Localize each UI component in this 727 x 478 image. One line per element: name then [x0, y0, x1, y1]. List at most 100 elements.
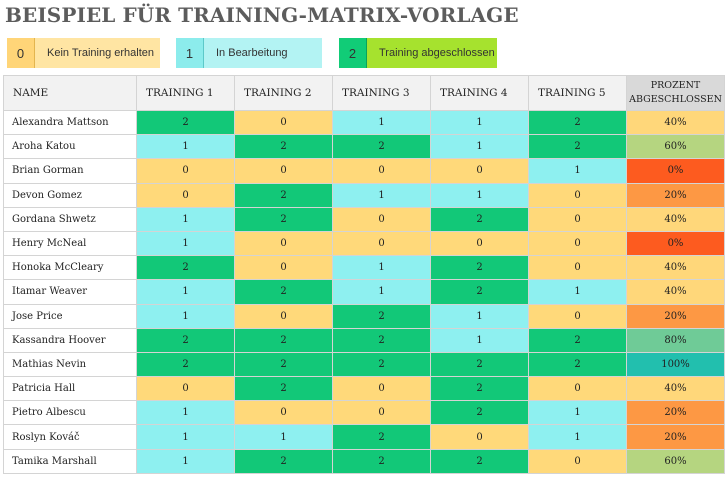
cell-employee-name[interactable]: Mathias Nevin: [3, 351, 137, 378]
cell-training-4[interactable]: 2: [430, 448, 529, 474]
cell-training-5[interactable]: 0: [528, 206, 627, 232]
column-header-name[interactable]: NAME: [3, 75, 137, 111]
column-header-training-4[interactable]: TRAINING 4: [430, 75, 529, 111]
cell-employee-name[interactable]: Itamar Weaver: [3, 279, 137, 305]
cell-percent-completed[interactable]: 40%: [626, 255, 725, 281]
cell-percent-completed[interactable]: 20%: [626, 182, 725, 208]
cell-employee-name[interactable]: Brian Gorman: [3, 158, 137, 184]
cell-training-2[interactable]: 2: [234, 206, 333, 232]
cell-training-4[interactable]: 1: [430, 327, 529, 353]
cell-training-1[interactable]: 1: [136, 206, 235, 232]
cell-training-2[interactable]: 1: [234, 424, 333, 450]
cell-training-3[interactable]: 1: [332, 182, 431, 208]
cell-employee-name[interactable]: Roslyn Kováč: [3, 424, 137, 450]
cell-training-2[interactable]: 0: [234, 400, 333, 426]
cell-training-3[interactable]: 2: [332, 424, 431, 450]
cell-training-5[interactable]: 2: [528, 327, 627, 353]
cell-training-4[interactable]: 2: [430, 376, 529, 402]
cell-training-3[interactable]: 2: [332, 303, 431, 329]
cell-training-4[interactable]: 2: [430, 400, 529, 426]
cell-employee-name[interactable]: Patricia Hall: [3, 376, 137, 402]
cell-training-1[interactable]: 2: [136, 255, 235, 281]
cell-training-1[interactable]: 1: [136, 134, 235, 160]
cell-training-5[interactable]: 1: [528, 279, 627, 305]
cell-training-1[interactable]: 2: [136, 327, 235, 353]
cell-employee-name[interactable]: Gordana Shwetz: [3, 206, 137, 232]
cell-training-1[interactable]: 0: [136, 182, 235, 208]
cell-training-1[interactable]: 1: [136, 448, 235, 474]
column-header-training-2[interactable]: TRAINING 2: [234, 75, 333, 111]
cell-training-3[interactable]: 1: [332, 255, 431, 281]
cell-training-3[interactable]: 0: [332, 206, 431, 232]
cell-training-5[interactable]: 1: [528, 424, 627, 450]
cell-training-5[interactable]: 0: [528, 376, 627, 402]
column-header-training-1[interactable]: TRAINING 1: [136, 75, 235, 111]
cell-training-5[interactable]: 1: [528, 400, 627, 426]
cell-percent-completed[interactable]: 100%: [626, 351, 725, 378]
cell-training-3[interactable]: 2: [332, 134, 431, 160]
cell-training-5[interactable]: 0: [528, 182, 627, 208]
column-header-percent-completed[interactable]: PROZENT ABGESCHLOSSEN: [626, 75, 725, 111]
cell-training-2[interactable]: 2: [234, 279, 333, 305]
cell-training-2[interactable]: 0: [234, 109, 333, 136]
cell-training-5[interactable]: 2: [528, 351, 627, 378]
cell-training-4[interactable]: 1: [430, 303, 529, 329]
cell-training-3[interactable]: 0: [332, 230, 431, 257]
cell-training-2[interactable]: 0: [234, 303, 333, 329]
cell-training-5[interactable]: 0: [528, 303, 627, 329]
cell-percent-completed[interactable]: 40%: [626, 279, 725, 305]
cell-percent-completed[interactable]: 40%: [626, 206, 725, 232]
cell-training-1[interactable]: 1: [136, 424, 235, 450]
cell-training-1[interactable]: 0: [136, 376, 235, 402]
cell-employee-name[interactable]: Pietro Albescu: [3, 400, 137, 426]
cell-employee-name[interactable]: Aroha Katou: [3, 134, 137, 160]
cell-training-1[interactable]: 1: [136, 230, 235, 257]
column-header-training-3[interactable]: TRAINING 3: [332, 75, 431, 111]
cell-training-3[interactable]: 2: [332, 448, 431, 474]
cell-percent-completed[interactable]: 40%: [626, 376, 725, 402]
cell-training-5[interactable]: 2: [528, 109, 627, 136]
cell-training-2[interactable]: 0: [234, 158, 333, 184]
cell-training-3[interactable]: 0: [332, 376, 431, 402]
cell-training-3[interactable]: 1: [332, 279, 431, 305]
cell-training-2[interactable]: 2: [234, 134, 333, 160]
cell-training-5[interactable]: 2: [528, 134, 627, 160]
cell-percent-completed[interactable]: 0%: [626, 230, 725, 257]
cell-training-1[interactable]: 1: [136, 400, 235, 426]
cell-training-1[interactable]: 2: [136, 109, 235, 136]
cell-training-1[interactable]: 1: [136, 279, 235, 305]
cell-training-3[interactable]: 2: [332, 327, 431, 353]
column-header-training-5[interactable]: TRAINING 5: [528, 75, 627, 111]
cell-training-5[interactable]: 0: [528, 448, 627, 474]
cell-percent-completed[interactable]: 20%: [626, 424, 725, 450]
cell-employee-name[interactable]: Henry McNeal: [3, 230, 137, 257]
cell-employee-name[interactable]: Jose Price: [3, 303, 137, 329]
cell-employee-name[interactable]: Alexandra Mattson: [3, 109, 137, 136]
cell-training-3[interactable]: 0: [332, 400, 431, 426]
cell-training-4[interactable]: 2: [430, 351, 529, 378]
cell-training-5[interactable]: 1: [528, 158, 627, 184]
cell-percent-completed[interactable]: 60%: [626, 448, 725, 474]
cell-percent-completed[interactable]: 20%: [626, 303, 725, 329]
cell-training-4[interactable]: 0: [430, 230, 529, 257]
cell-training-2[interactable]: 2: [234, 376, 333, 402]
cell-training-3[interactable]: 2: [332, 351, 431, 378]
cell-training-5[interactable]: 0: [528, 255, 627, 281]
cell-training-4[interactable]: 2: [430, 255, 529, 281]
cell-employee-name[interactable]: Honoka McCleary: [3, 255, 137, 281]
cell-percent-completed[interactable]: 60%: [626, 134, 725, 160]
cell-training-2[interactable]: 2: [234, 327, 333, 353]
cell-training-1[interactable]: 2: [136, 351, 235, 378]
cell-training-4[interactable]: 2: [430, 206, 529, 232]
cell-training-2[interactable]: 2: [234, 448, 333, 474]
cell-percent-completed[interactable]: 40%: [626, 109, 725, 136]
cell-training-4[interactable]: 1: [430, 109, 529, 136]
cell-percent-completed[interactable]: 20%: [626, 400, 725, 426]
cell-training-1[interactable]: 0: [136, 158, 235, 184]
cell-training-2[interactable]: 2: [234, 182, 333, 208]
cell-training-2[interactable]: 0: [234, 255, 333, 281]
cell-training-2[interactable]: 0: [234, 230, 333, 257]
cell-training-4[interactable]: 1: [430, 134, 529, 160]
cell-training-4[interactable]: 1: [430, 182, 529, 208]
cell-training-4[interactable]: 0: [430, 424, 529, 450]
